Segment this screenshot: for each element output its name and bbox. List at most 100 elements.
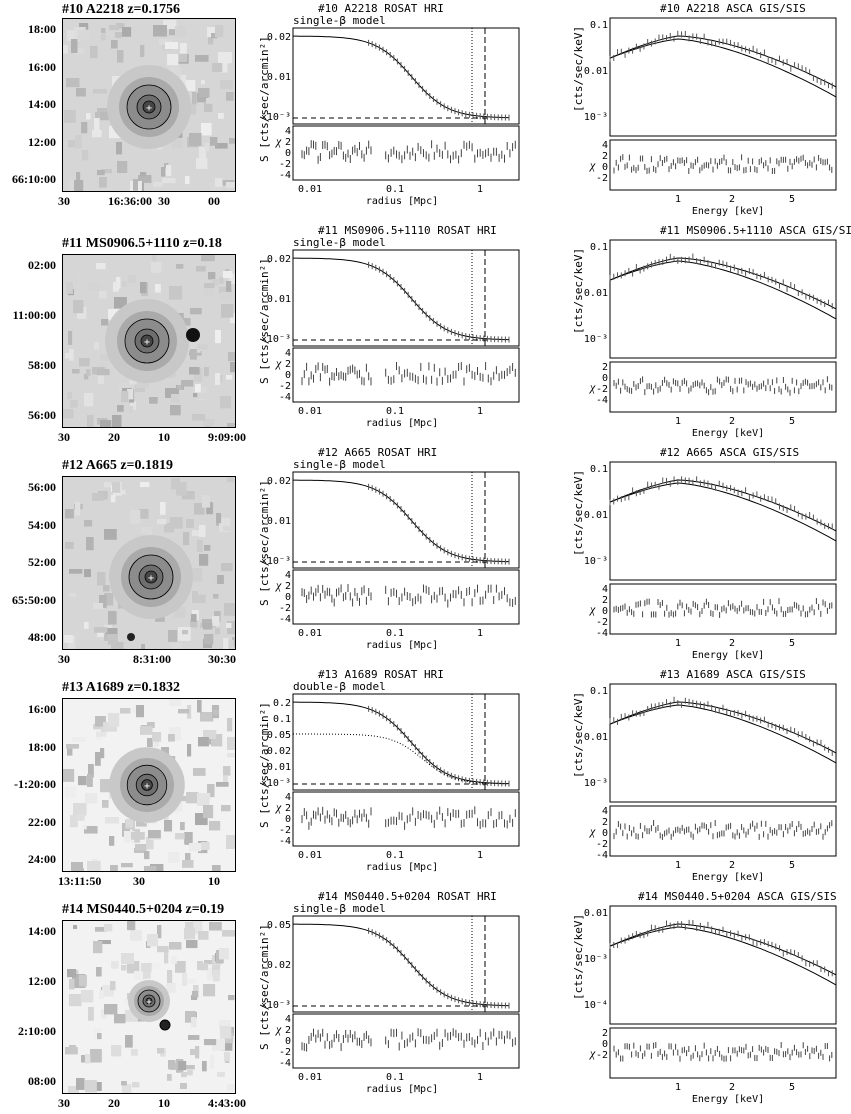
asca-x-tick: 5 bbox=[789, 194, 795, 205]
svg-text:+: + bbox=[146, 103, 152, 114]
asca-x-tick: 1 bbox=[675, 638, 681, 649]
hri-y-tick: 0.02 bbox=[267, 476, 291, 487]
contour bbox=[142, 100, 156, 114]
asca-chi-tick: 0 bbox=[602, 1039, 608, 1050]
asca-y-tick: 10⁻³ bbox=[584, 556, 608, 567]
image-x-tick: 20 bbox=[108, 1096, 120, 1110]
hri-chi-frame bbox=[292, 1013, 520, 1069]
asca-chi-frame bbox=[609, 1027, 837, 1079]
xray-image: + bbox=[62, 18, 236, 192]
asca-plot-frame bbox=[609, 461, 837, 581]
hri-x-tick: 0.1 bbox=[386, 406, 404, 417]
hri-x-tick: 1 bbox=[477, 406, 483, 417]
asca-y-tick: 10⁻³ bbox=[584, 112, 608, 123]
hri-y-tick: 0.1 bbox=[273, 714, 291, 725]
image-y-tick: 22:00 bbox=[28, 814, 56, 829]
hri-x-tick: 0.1 bbox=[386, 184, 404, 195]
cluster-label: #12 A665 z=0.1819 bbox=[62, 458, 174, 473]
hri-profile-curve bbox=[293, 35, 509, 119]
contour bbox=[140, 334, 154, 348]
image-y-tick: 56:00 bbox=[28, 408, 56, 422]
model-label: single-β model bbox=[293, 458, 386, 471]
image-y-tick: 18:00 bbox=[28, 739, 56, 754]
chi-tick: -2 bbox=[279, 381, 291, 392]
asca-y-tick: 10⁻³ bbox=[584, 334, 608, 345]
asca-x-tick: 1 bbox=[675, 416, 681, 427]
chi-tick: 4 bbox=[285, 348, 291, 359]
image-y-tick: 14:00 bbox=[28, 924, 56, 938]
asca-plot-frame bbox=[609, 683, 837, 803]
asca-x-tick: 2 bbox=[729, 1082, 735, 1093]
asca-x-tick: 5 bbox=[789, 638, 795, 649]
asca-y-tick: 10⁻⁴ bbox=[584, 1000, 608, 1011]
hri-x-tick: 0.1 bbox=[386, 628, 404, 639]
hri-y-tick: 0.01 bbox=[267, 762, 291, 773]
point-source bbox=[159, 1019, 171, 1031]
asca-x-tick: 1 bbox=[675, 1082, 681, 1093]
image-x-tick: 10 bbox=[158, 430, 170, 444]
asca-chi-tick: 4 bbox=[602, 140, 608, 151]
asca-chi-tick: -4 bbox=[596, 395, 608, 406]
asca-chi-tick: -2 bbox=[596, 1050, 608, 1061]
asca-chi-label: χ bbox=[590, 158, 596, 172]
image-y-tick: 66:10:00 bbox=[12, 172, 56, 186]
hri-title: #14 MS0440.5+0204 ROSAT HRI bbox=[318, 890, 497, 903]
asca-chi-tick: -2 bbox=[596, 839, 608, 850]
chi-tick: 4 bbox=[285, 126, 291, 137]
image-x-tick: 30:30 bbox=[208, 652, 236, 666]
asca-chi-tick: 2 bbox=[602, 1028, 608, 1039]
asca-y-tick: 0.01 bbox=[584, 908, 608, 919]
asca-y-tick: 0.01 bbox=[584, 732, 608, 743]
hri-x-tick: 0.1 bbox=[386, 850, 404, 861]
xray-image: + bbox=[62, 254, 236, 428]
asca-x-tick: 5 bbox=[789, 416, 795, 427]
image-x-tick: 20 bbox=[108, 430, 120, 444]
image-y-tick: 02:00 bbox=[28, 258, 56, 272]
hri-chi-frame bbox=[292, 791, 520, 847]
asca-xlabel: Energy [keV] bbox=[692, 1094, 764, 1104]
chi-tick: -2 bbox=[279, 159, 291, 170]
asca-xlabel: Energy [keV] bbox=[692, 428, 764, 438]
hri-xlabel: radius [Mpc] bbox=[366, 862, 438, 873]
chi-tick: 2 bbox=[285, 803, 291, 814]
point-source bbox=[127, 633, 135, 641]
hri-xlabel: radius [Mpc] bbox=[366, 1084, 438, 1095]
hri-x-tick: 1 bbox=[477, 628, 483, 639]
hri-y-tick: 0.2 bbox=[273, 698, 291, 709]
chi-tick: 4 bbox=[285, 570, 291, 581]
contour bbox=[141, 779, 153, 791]
hri-plot-frame bbox=[292, 471, 520, 569]
cluster-row: #11 MS0906.5+1110 z=0.18 +02:00 11:00:00 58… bbox=[0, 224, 851, 446]
chi-tick: 0 bbox=[285, 1036, 291, 1047]
asca-x-tick: 2 bbox=[729, 860, 735, 871]
cluster-row: #12 A665 z=0.1819 +56:00 54:00 52:00 65:50:0… bbox=[0, 446, 851, 668]
image-y-tick: 56:00 bbox=[28, 480, 56, 494]
hri-chi-frame bbox=[292, 569, 520, 625]
image-y-tick: 12:00 bbox=[28, 974, 56, 988]
svg-text:+: + bbox=[148, 573, 154, 584]
hri-x-tick: 1 bbox=[477, 184, 483, 195]
hri-y-tick: 0.02 bbox=[267, 960, 291, 971]
asca-y-tick: 0.01 bbox=[584, 288, 608, 299]
hri-y-tick: 0.05 bbox=[267, 920, 291, 931]
asca-xlabel: Energy [keV] bbox=[692, 872, 764, 882]
hri-x-tick: 1 bbox=[477, 850, 483, 861]
cluster-row: #10 A2218 z=0.1756 +18:00 16:00 14:00 12:00 6… bbox=[0, 2, 851, 224]
image-x-tick: 30 bbox=[158, 194, 170, 208]
image-y-tick: 2:10:00 bbox=[18, 1024, 56, 1038]
image-x-tick: 10 bbox=[208, 874, 220, 888]
hri-plot-frame bbox=[292, 27, 520, 125]
asca-plot-frame bbox=[609, 239, 837, 359]
image-y-tick: 16:00 bbox=[28, 59, 56, 74]
hri-x-tick: 0.01 bbox=[298, 406, 322, 417]
hri-y-tick: 5×10⁻³ bbox=[262, 556, 291, 567]
image-x-tick: 30 bbox=[133, 874, 145, 888]
hri-profile-curve bbox=[293, 257, 509, 341]
hri-y-tick: 0.01 bbox=[267, 516, 291, 527]
spectrum-model bbox=[609, 482, 837, 542]
chi-tick: -2 bbox=[279, 825, 291, 836]
hri-x-tick: 0.01 bbox=[298, 184, 322, 195]
hri-chi-frame bbox=[292, 347, 520, 403]
hri-x-tick: 0.01 bbox=[298, 1072, 322, 1083]
image-y-tick: 18:00 bbox=[28, 22, 56, 36]
